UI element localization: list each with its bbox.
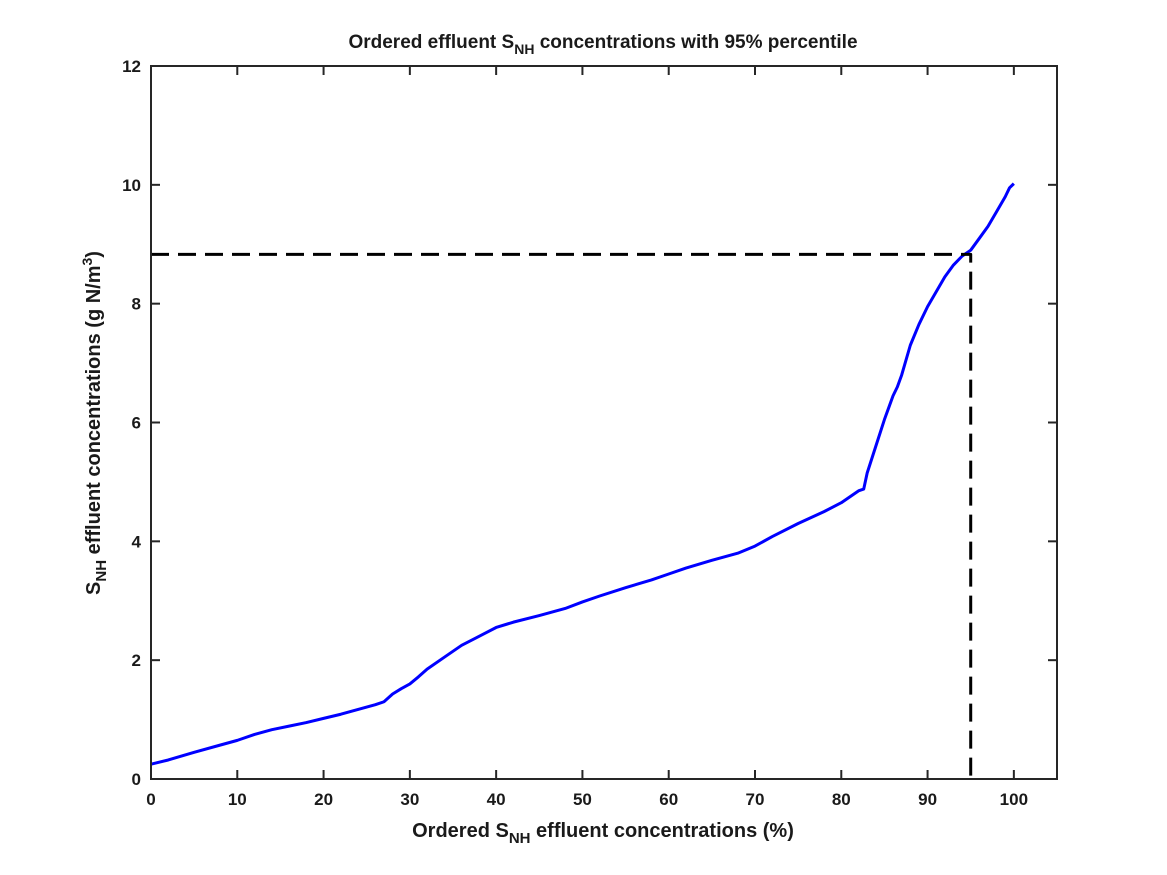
y-tick-label: 2 [132,651,141,670]
percentile-95-guide-line [151,252,973,779]
y-axis-label-superscript: 3 [79,257,95,265]
x-tick-label: 70 [746,790,765,809]
y-axis-label-end: ) [83,251,105,258]
x-tick-label: 80 [832,790,851,809]
y-tick-label: 4 [132,532,142,551]
y-axis-label-rest: effluent concentrations (g N/m [83,265,105,559]
x-tick-label: 100 [1000,790,1028,809]
y-tick-label: 0 [132,770,141,789]
chart-title-subscript: NH [514,41,534,57]
chart-title-main: Ordered effluent S [348,32,514,53]
y-tick-label: 12 [122,57,141,76]
chart-title-rest: concentrations with 95% percentile [534,32,857,53]
x-tick-label: 0 [146,790,155,809]
x-tick-label: 90 [918,790,937,809]
x-tick-label: 10 [228,790,247,809]
y-tick-label: 6 [132,414,141,433]
y-axis-label-subscript: NH [93,560,110,582]
x-axis-label-rest: effluent concentrations (%) [531,820,794,842]
x-tick-label: 60 [659,790,678,809]
x-tick-label: 50 [573,790,592,809]
x-tick-label: 20 [314,790,333,809]
x-tick-label: 30 [400,790,419,809]
y-axis-label: SNH effluent concentrations (g N/m3) [79,251,110,595]
y-axis-label-main: S [83,582,105,595]
axes-box [150,65,1058,780]
y-tick-label: 10 [122,176,141,195]
x-axis-label-subscript: NH [509,830,531,847]
x-axis-label: Ordered SNH effluent concentrations (%) [412,820,794,847]
y-tick-label: 8 [132,295,141,314]
plot-area: 0 10 20 30 40 50 60 70 80 90 100 0 2 4 6 8 10 12 [122,57,1058,809]
effluent-concentration-line [150,182,1015,766]
chart-title: Ordered effluent SNH concentrations with… [348,32,857,57]
x-tick-label: 40 [487,790,506,809]
x-axis-label-main: Ordered S [412,820,509,842]
